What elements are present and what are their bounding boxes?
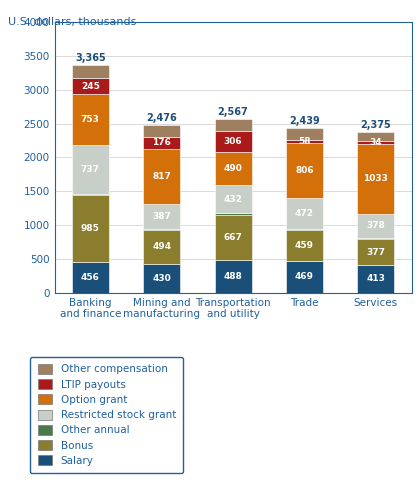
Bar (72, 94, 109, 145)
Bar (286, 143, 323, 198)
Bar (215, 185, 252, 213)
Bar (72, 262, 109, 293)
Text: 430: 430 (152, 274, 171, 283)
Text: 806: 806 (295, 166, 314, 175)
Text: U.S. dollars, thousands: U.S. dollars, thousands (8, 17, 137, 27)
Text: 456: 456 (81, 273, 100, 282)
Bar (72, 78, 109, 94)
Bar (72, 195, 109, 262)
Bar (143, 125, 180, 137)
Text: 2,567: 2,567 (218, 107, 249, 117)
Bar (357, 239, 394, 265)
Text: 490: 490 (224, 164, 242, 173)
Text: 176: 176 (152, 138, 171, 147)
Bar (72, 145, 109, 194)
Bar (143, 229, 180, 230)
Text: 459: 459 (295, 241, 314, 250)
Bar (357, 142, 394, 144)
Bar (357, 265, 394, 293)
Bar (215, 260, 252, 293)
Bar (143, 264, 180, 293)
Bar (143, 149, 180, 204)
Text: 737: 737 (81, 165, 100, 174)
Text: 469: 469 (295, 272, 314, 282)
Bar (143, 204, 180, 229)
Bar (143, 137, 180, 149)
Text: 3,365: 3,365 (75, 53, 106, 63)
Bar (215, 131, 252, 152)
Bar (357, 132, 394, 142)
Text: 245: 245 (81, 81, 100, 91)
Bar (143, 230, 180, 264)
Bar (286, 229, 323, 230)
Text: 377: 377 (366, 247, 386, 257)
Text: 387: 387 (152, 212, 171, 221)
Text: 985: 985 (81, 224, 100, 233)
Bar (215, 119, 252, 131)
Text: 432: 432 (224, 195, 242, 204)
Text: 753: 753 (81, 115, 100, 124)
Text: 488: 488 (224, 272, 242, 281)
Text: 306: 306 (224, 137, 242, 146)
Text: 2,375: 2,375 (360, 121, 391, 130)
Bar (72, 65, 109, 78)
Bar (72, 194, 109, 195)
Text: 413: 413 (367, 274, 385, 284)
Text: 472: 472 (295, 209, 314, 218)
Text: 2,476: 2,476 (146, 113, 177, 123)
Bar (286, 198, 323, 229)
Text: 1033: 1033 (363, 174, 389, 183)
Bar (286, 140, 323, 143)
Text: 667: 667 (224, 233, 242, 242)
Text: 58: 58 (298, 137, 311, 146)
Bar (286, 230, 323, 261)
Bar (286, 261, 323, 293)
Bar (286, 128, 323, 140)
Text: 378: 378 (367, 222, 385, 230)
Text: 494: 494 (152, 243, 171, 251)
Text: 817: 817 (152, 172, 171, 181)
Legend: Other compensation, LTIP payouts, Option grant, Restricted stock grant, Other an: Other compensation, LTIP payouts, Option… (30, 357, 183, 473)
Bar (215, 213, 252, 215)
Bar (357, 238, 394, 239)
Bar (215, 152, 252, 185)
Text: 34: 34 (370, 138, 382, 147)
Bar (357, 214, 394, 238)
Text: 2,439: 2,439 (289, 116, 320, 126)
Bar (357, 144, 394, 214)
Bar (215, 215, 252, 260)
